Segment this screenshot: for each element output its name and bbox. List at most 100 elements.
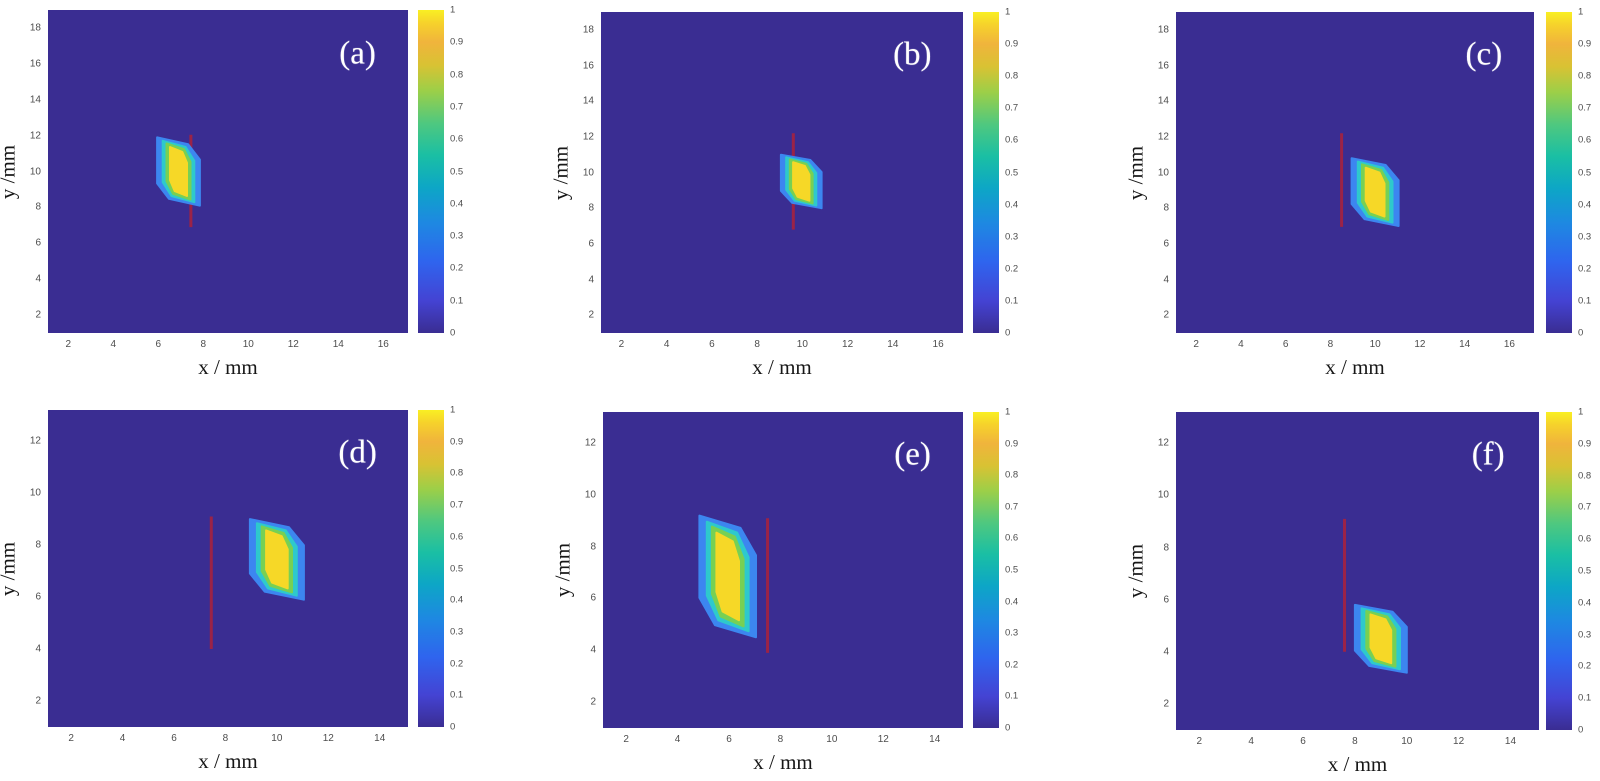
colorbar-tick-label: 0.5 [1005,167,1019,178]
y-tick-label: 6 [590,592,596,604]
x-tick-label: 14 [332,339,344,350]
panel-letter-b: (b) [893,36,932,73]
y-axis-label: y /mm [1123,543,1148,599]
colorbar-b [973,12,999,333]
x-tick-label: 14 [929,734,941,745]
y-tick-label: 10 [1157,489,1169,501]
colorbar-tick-label: 0.1 [1005,295,1019,307]
x-tick-label: 12 [877,734,889,745]
x-tick-label: 12 [1453,736,1465,747]
heatmap-background [1176,412,1539,730]
y-tick-label: 2 [588,309,594,321]
plot-area-f [1176,412,1539,730]
colorbar-tick-label: 0.2 [1578,263,1592,275]
colorbar-tick-label: 0.8 [450,69,464,81]
x-tick-label: 4 [1238,339,1244,350]
colorbar-tick-label: 0.2 [1005,659,1019,671]
x-axis-label: x / mm [752,355,812,379]
colorbar-tick-label: 0.1 [1005,690,1019,702]
panel-letter-f: (f) [1471,436,1505,473]
x-axis-label: x / mm [753,750,813,774]
colorbar-tick-label: 0.3 [450,230,464,242]
x-axis-label: x / mm [1327,752,1388,776]
x-tick-label: 2 [68,733,74,744]
colorbar-tick-label: 0.3 [450,626,464,638]
colorbar-tick-label: 0.7 [1578,102,1592,114]
colorbar-tick-label: 0.6 [1005,134,1019,146]
x-tick-label: 16 [377,339,389,350]
x-tick-label: 16 [1503,339,1515,350]
colorbar-a [418,10,444,333]
x-tick-label: 10 [796,339,808,350]
x-tick-label: 10 [1369,339,1381,350]
x-tick-label: 2 [618,339,625,350]
y-tick-label: 8 [35,201,41,213]
plot-area-a [48,10,408,333]
x-axis-label: x / mm [198,749,258,773]
y-tick-label: 14 [582,95,594,107]
heatmap-background [603,412,963,728]
y-tick-label: 2 [1163,309,1169,321]
x-tick-label: 4 [1248,736,1254,747]
colorbar-tick-label: 0.8 [450,467,464,479]
colorbar-tick-label: 0.7 [1578,501,1592,513]
y-tick-label: 12 [29,130,41,142]
colorbar-tick-label: 0.5 [1005,564,1019,576]
colorbar-tick-label: 0.1 [450,689,464,701]
y-tick-label: 4 [35,273,41,285]
x-tick-label: 8 [754,339,760,350]
panel-letter-d: (d) [338,434,377,471]
x-tick-label: 8 [1352,736,1358,747]
x-tick-label: 4 [119,733,126,744]
y-tick-label: 10 [29,487,41,499]
x-tick-label: 16 [932,339,944,350]
colorbar-tick-label: 0 [1005,722,1011,734]
colorbar-tick-label: 0 [1005,327,1011,339]
colorbar-tick-label: 0.5 [1578,167,1592,178]
colorbar-tick-label: 1 [1578,406,1584,418]
colorbar-tick-label: 0.6 [450,531,464,543]
y-tick-label: 18 [29,22,41,34]
y-axis-label: y /mm [0,541,20,595]
blob-layer-yellow-core [792,161,811,202]
x-tick-label: 6 [1300,736,1306,747]
colorbar-tick-label: 0.9 [1578,438,1592,450]
x-tick-label: 8 [1327,339,1334,350]
x-tick-label: 12 [322,733,334,744]
y-tick-label: 4 [588,274,594,285]
y-tick-label: 18 [582,24,594,36]
colorbar-tick-label: 0.9 [1005,438,1019,450]
colorbar-tick-label: 1 [1578,6,1584,18]
plot-area-d [48,410,408,727]
colorbar-tick-label: 0.4 [1578,597,1592,609]
colorbar-tick-label: 0 [450,721,456,733]
colorbar-tick-label: 0.2 [1005,263,1019,275]
x-tick-label: 10 [271,733,283,744]
panel-letter-e: (e) [894,436,931,473]
x-tick-label: 10 [242,339,254,350]
x-tick-label: 6 [1282,339,1289,350]
colorbar-tick-label: 0.3 [1005,627,1019,639]
y-tick-label: 12 [584,437,596,449]
blob-layer-yellow-core [1364,166,1386,218]
x-tick-label: 6 [726,734,732,745]
y-tick-label: 16 [582,60,594,71]
colorbar-tick-label: 0.2 [450,658,464,670]
colorbar-tick-label: 1 [450,4,456,16]
x-tick-label: 14 [1459,339,1471,350]
x-tick-label: 4 [663,339,670,350]
y-tick-label: 16 [29,58,41,70]
x-tick-label: 4 [110,339,117,350]
x-tick-label: 14 [1504,736,1517,747]
y-axis-label: y /mm [1123,145,1148,200]
x-tick-label: 2 [1193,339,1199,350]
x-tick-label: 2 [65,339,72,350]
x-tick-label: 14 [887,339,899,350]
colorbar-tick-label: 0.6 [1578,533,1592,545]
plot-area-e [603,412,963,728]
blob-layer-yellow-core [265,529,289,590]
y-tick-label: 6 [1163,594,1169,606]
x-tick-label: 12 [842,339,854,350]
heatmap-background [48,410,408,727]
